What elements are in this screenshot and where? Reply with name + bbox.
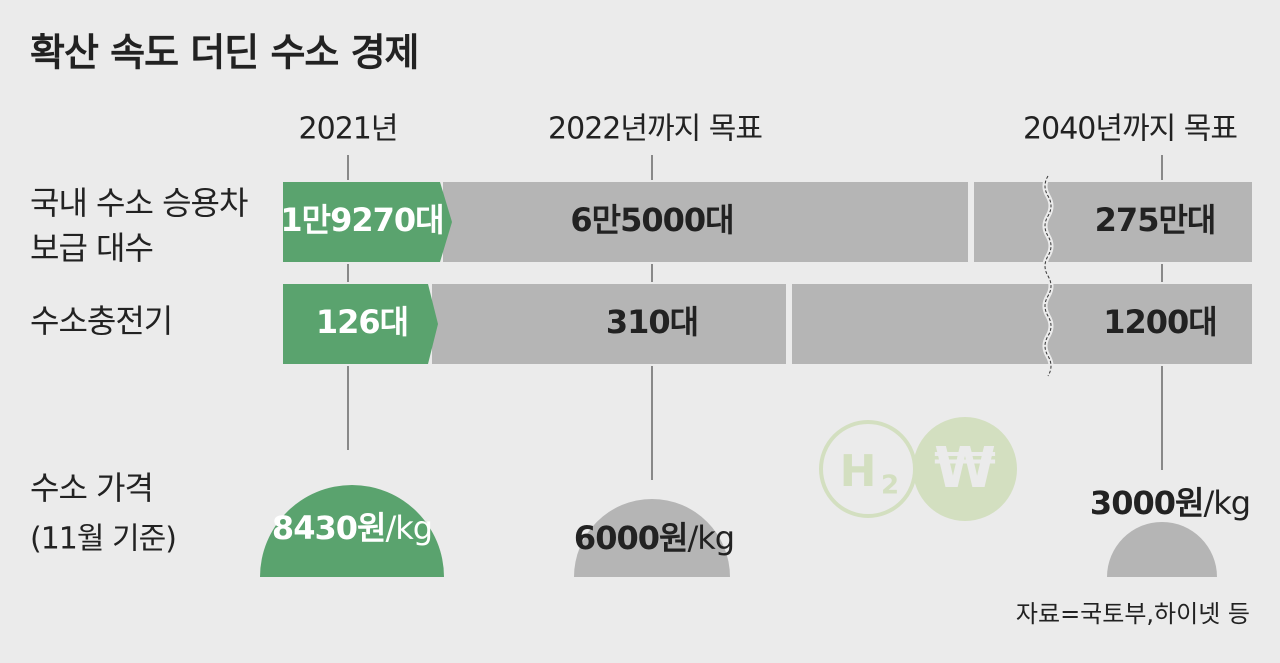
row-label: 수소충전기 — [30, 302, 172, 340]
price-dome — [1107, 522, 1217, 577]
bar-segment — [432, 284, 786, 364]
cell-value: 6만5000대 — [570, 201, 733, 239]
price-value: 8430원/kg — [272, 509, 432, 547]
cell-value: 275만대 — [1095, 201, 1216, 239]
break-mark — [1044, 175, 1052, 377]
price-unit: /kg — [385, 509, 432, 547]
bar-current — [283, 284, 438, 364]
price-value: 6000원/kg — [574, 519, 734, 557]
bar-segment — [974, 182, 1252, 262]
price-amount: 3000원 — [1090, 484, 1204, 522]
column-header: 2040년까지 목표 — [1023, 112, 1237, 147]
row-label: 보급 대수 — [30, 229, 153, 267]
price-unit: /kg — [1203, 484, 1250, 522]
row-label: (11월 기준) — [30, 522, 176, 557]
price-dome — [260, 485, 444, 577]
h2-icon-text: 2 — [881, 471, 899, 501]
guide-lines — [347, 155, 1163, 480]
source: 자료=국토부,하이넷 등 — [1016, 600, 1250, 628]
column-header: 2022년까지 목표 — [548, 112, 762, 147]
cell-value: 1만9270대 — [280, 201, 443, 239]
price-dome — [574, 499, 730, 577]
price-value: 3000원/kg — [1090, 484, 1250, 522]
price-amount: 6000원 — [574, 519, 688, 557]
price-unit: /kg — [687, 519, 734, 557]
cell-value: 126대 — [316, 303, 408, 341]
column-header: 2021년 — [299, 112, 398, 147]
row-label: 수소 가격 — [30, 469, 153, 507]
cell-value: 310대 — [606, 303, 698, 341]
h2-icon-text: H — [840, 446, 877, 497]
row-label: 국내 수소 승용차 — [30, 184, 248, 222]
title: 확산 속도 더딘 수소 경제 — [30, 31, 419, 75]
bar-segment — [792, 284, 1252, 364]
won-icon-text: ₩ — [934, 436, 996, 501]
cell-value: 1200대 — [1103, 303, 1217, 341]
won-icon — [913, 417, 1017, 521]
bar-current — [283, 182, 452, 262]
price-amount: 8430원 — [272, 509, 386, 547]
bar-segment — [443, 182, 968, 262]
